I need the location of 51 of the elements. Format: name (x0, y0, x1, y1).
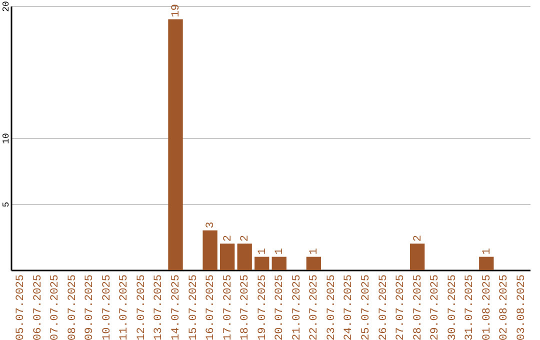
x-tick-label: 30.07.2025 (446, 274, 459, 340)
x-tick-label: 06.07.2025 (32, 274, 44, 340)
x-tick-label: 12.07.2025 (136, 274, 148, 340)
x-tick-label: 14.07.2025 (170, 274, 183, 340)
bar (202, 230, 218, 270)
data-label: 1 (256, 248, 269, 255)
data-label: 1 (308, 248, 321, 255)
x-tick-label: 07.07.2025 (50, 274, 62, 340)
data-label: 3 (205, 222, 218, 228)
x-tick-label: 09.07.2025 (84, 274, 96, 340)
bar (306, 256, 322, 270)
x-tick-label: 26.07.2025 (378, 274, 390, 340)
x-tick-label: 20.07.2025 (274, 274, 286, 340)
bar (272, 256, 286, 270)
y-tick-label: 10 (2, 133, 12, 144)
bar (254, 256, 270, 270)
x-tick-label: 23.07.2025 (326, 274, 338, 340)
x-tick-label: 17.07.2025 (222, 274, 234, 340)
data-label: 19 (170, 4, 183, 18)
x-tick-label: 05.07.2025 (15, 274, 28, 340)
x-tick-label: 21.07.2025 (291, 274, 304, 340)
x-tick-label: 10.07.2025 (101, 274, 114, 340)
y-tick-label: 20 (2, 1, 12, 12)
bar (237, 244, 252, 270)
bar (168, 19, 183, 270)
x-tick-label: 16.07.2025 (205, 274, 218, 340)
x-tick-label: 22.07.2025 (308, 274, 321, 340)
x-tick-label: 31.07.2025 (464, 274, 476, 340)
bar (410, 244, 425, 270)
y-tick-label: 5 (2, 202, 12, 208)
x-tick-label: 19.07.2025 (256, 274, 269, 340)
x-tick-label: 27.07.2025 (395, 274, 408, 340)
x-tick-label: 24.07.2025 (343, 274, 356, 340)
data-label: 2 (412, 234, 424, 242)
x-tick-label: 18.07.2025 (240, 274, 252, 340)
x-tick-label: 15.07.2025 (188, 274, 200, 340)
x-tick-label: 11.07.2025 (118, 274, 131, 340)
x-tick-label: 01.08.2025 (481, 274, 494, 340)
x-tick-label: 08.07.2025 (66, 274, 79, 340)
x-tick-label: 02.08.2025 (498, 274, 511, 340)
bar (220, 244, 235, 270)
data-label: 1 (274, 248, 286, 255)
bar (479, 256, 494, 270)
x-tick-label: 03.08.2025 (516, 274, 528, 340)
data-label: 1 (481, 248, 494, 255)
x-tick-label: 13.07.2025 (153, 274, 166, 340)
x-tick-label: 28.07.2025 (412, 274, 424, 340)
x-tick-label: 29.07.2025 (430, 274, 442, 340)
x-tick-label: 25.07.2025 (360, 274, 372, 340)
data-label: 2 (222, 234, 234, 242)
data-label: 2 (240, 234, 252, 242)
